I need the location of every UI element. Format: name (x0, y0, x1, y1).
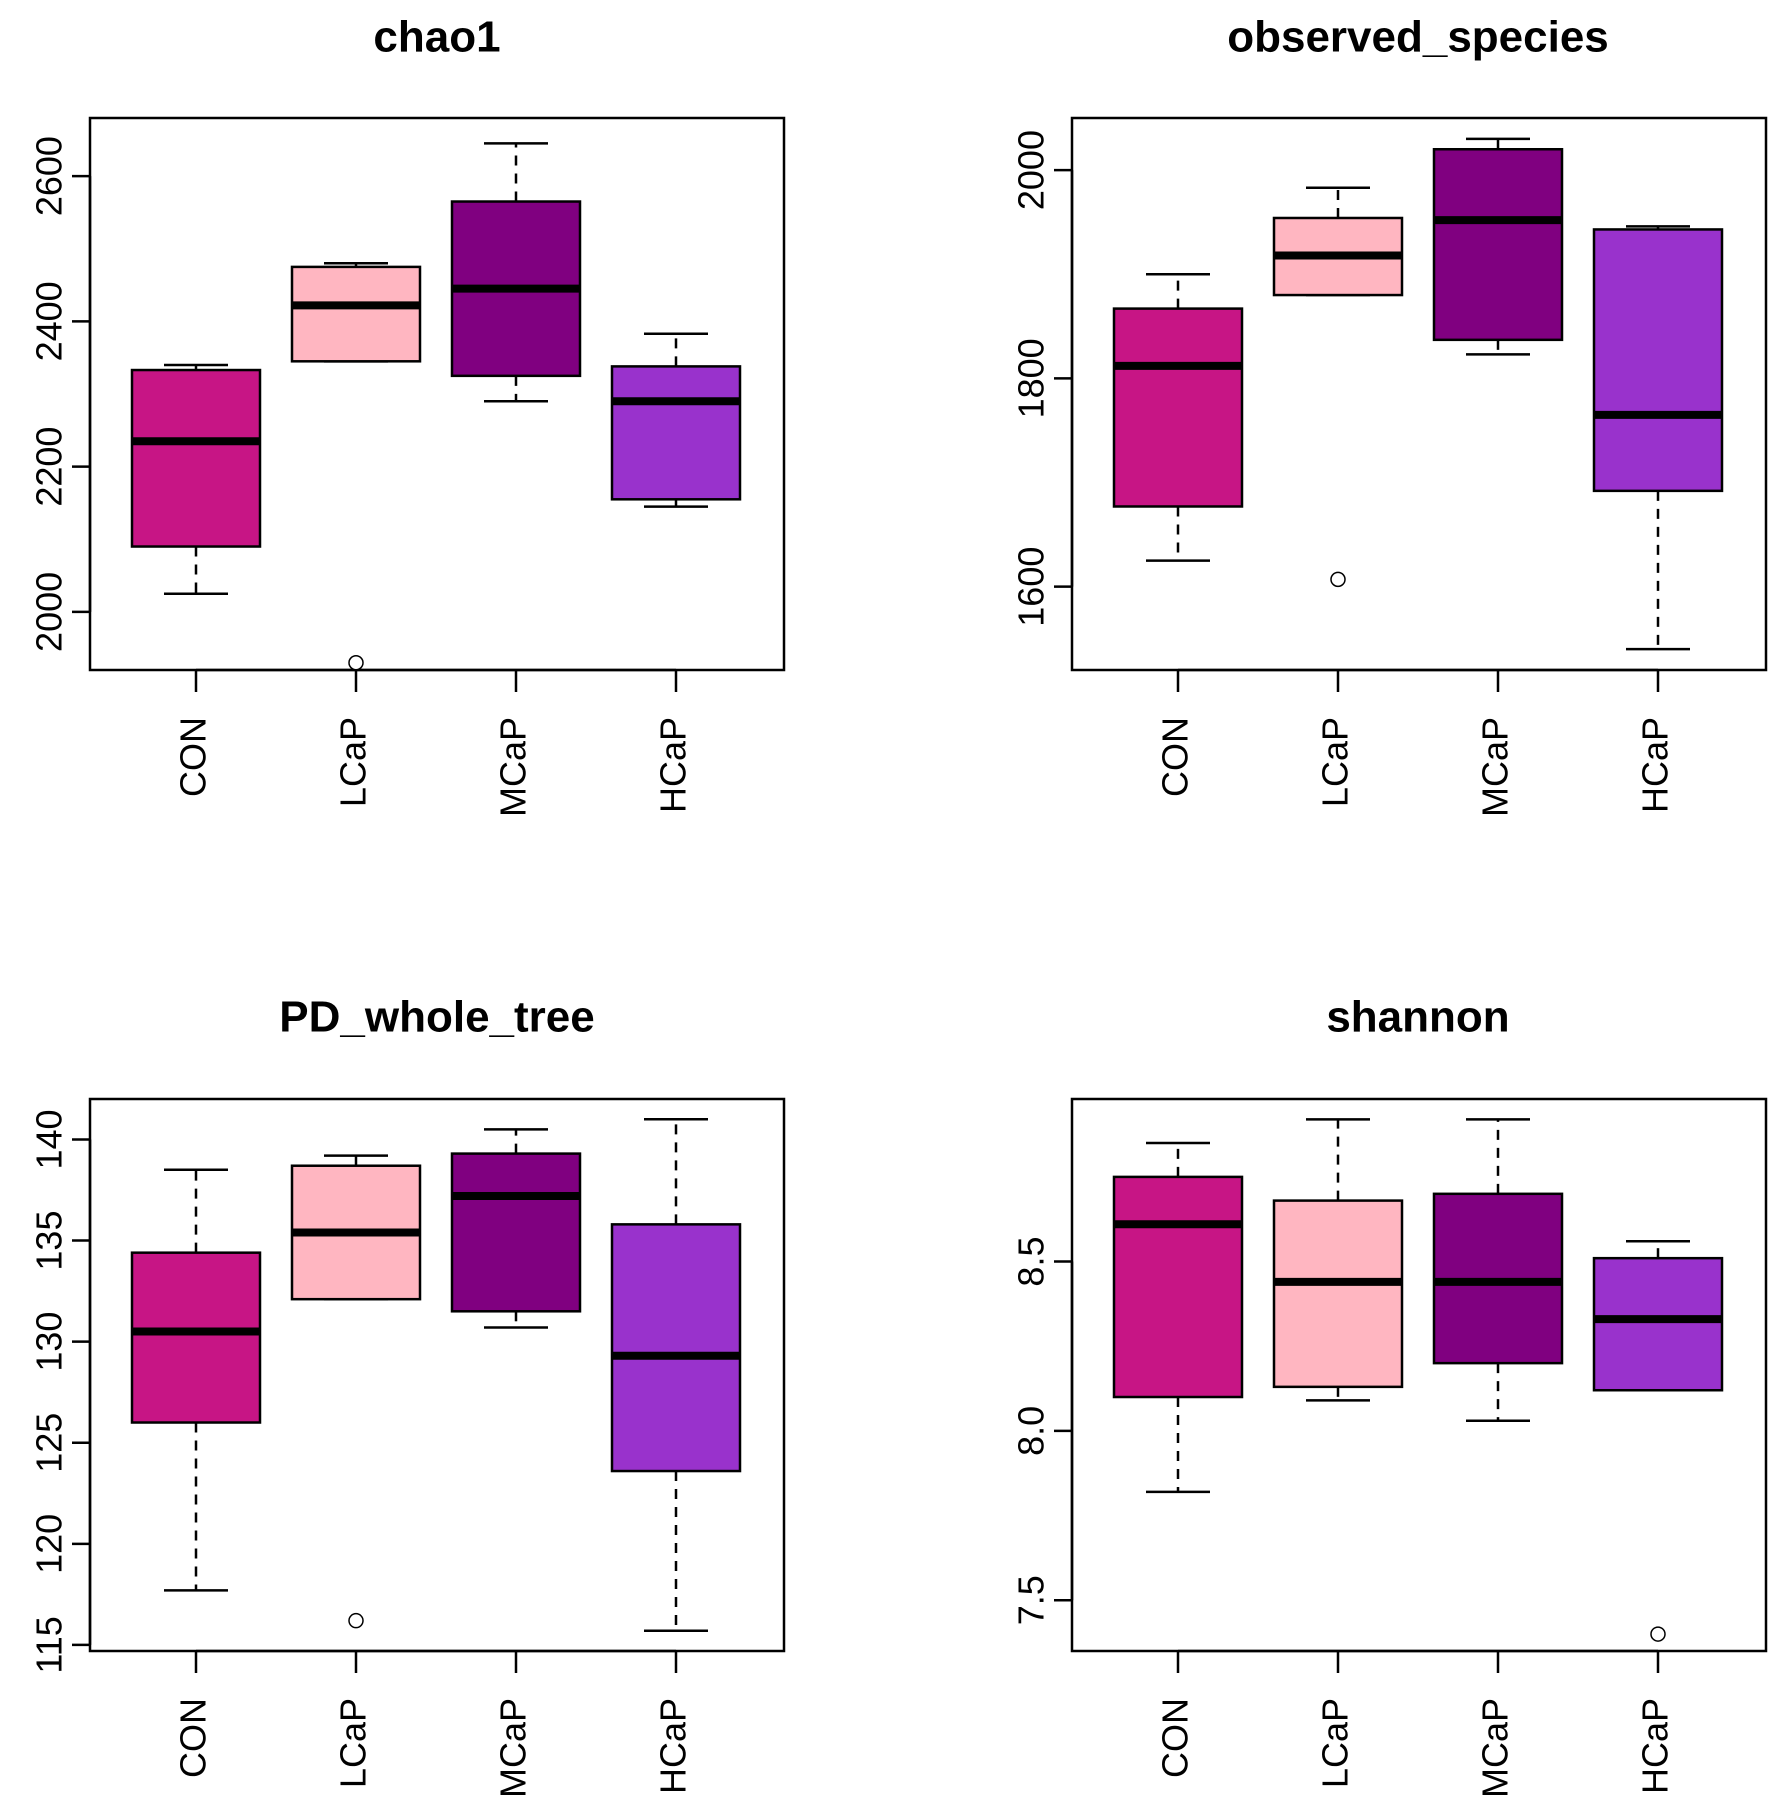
y-tick-label: 130 (29, 1312, 70, 1372)
box-CON (1112, 1141, 1244, 1494)
y-tick-label: 115 (29, 1616, 70, 1673)
x-tick-label-MCaP: MCaP (493, 717, 534, 817)
box-LCaP (290, 262, 422, 671)
box-MCaP (1432, 137, 1564, 356)
panel-title: observed_species (1227, 13, 1609, 62)
x-tick-label-HCaP: HCaP (653, 717, 694, 813)
y-tick-label: 125 (29, 1413, 70, 1473)
panel-title: chao1 (373, 13, 500, 62)
x-tick-label-MCaP: MCaP (493, 1698, 534, 1798)
box-HCaP (610, 1117, 742, 1633)
iqr-box (1592, 1256, 1724, 1392)
x-tick-label-HCaP: HCaP (1635, 717, 1676, 813)
outlier-point (348, 654, 364, 671)
box-MCaP (450, 142, 582, 403)
x-tick-label-LCaP: LCaP (333, 1698, 374, 1788)
panel-title: shannon (1326, 993, 1509, 1042)
box-HCaP (1592, 1239, 1724, 1642)
x-tick-label-MCaP: MCaP (1475, 1698, 1516, 1798)
x-tick-label-MCaP: MCaP (1475, 717, 1516, 817)
iqr-box (450, 1152, 582, 1313)
y-tick-label: 8.5 (1011, 1237, 1052, 1287)
box-LCaP (1272, 1118, 1404, 1402)
x-tick-label-LCaP: LCaP (1315, 1698, 1356, 1788)
y-tick-label: 2000 (1011, 130, 1052, 210)
y-tick-label: 1600 (1011, 547, 1052, 627)
box-MCaP (1432, 1118, 1564, 1422)
box-MCaP (450, 1128, 582, 1329)
iqr-box (1112, 1175, 1244, 1399)
x-tick-label-HCaP: HCaP (653, 1698, 694, 1794)
x-tick-label-LCaP: LCaP (1315, 717, 1356, 807)
panel-shannon: shannon 7.5 8.0 8.5 CON LCaP MCaP HCaP (1011, 993, 1768, 1798)
box-HCaP (1592, 225, 1724, 651)
x-tick-label-CON: CON (1155, 717, 1196, 797)
panel-PD_whole_tree: PD_whole_tree 115 120 125 130 135 140 CON LCaP MC… (29, 993, 786, 1798)
x-tick-label-CON: CON (173, 717, 214, 797)
iqr-box (610, 365, 742, 501)
iqr-box (130, 368, 262, 548)
box-LCaP (1272, 186, 1404, 588)
y-tick-label: 2000 (29, 572, 70, 652)
iqr-box (1272, 1199, 1404, 1389)
iqr-box (130, 1251, 262, 1424)
y-tick-label: 2200 (29, 427, 70, 507)
outlier-point (1330, 571, 1346, 588)
x-tick-label-LCaP: LCaP (333, 717, 374, 807)
panel-chao1: chao1 2000 2200 2400 2600 CON LCaP MCaP HCaP (29, 13, 786, 817)
iqr-box (1592, 228, 1724, 493)
outlier-point (348, 1612, 364, 1629)
iqr-box (1112, 307, 1244, 508)
y-tick-label: 120 (29, 1514, 70, 1574)
x-tick-label-CON: CON (173, 1698, 214, 1778)
x-tick-label-HCaP: HCaP (1635, 1698, 1676, 1794)
y-tick-label: 7.5 (1011, 1575, 1052, 1625)
y-tick-label: 2400 (29, 281, 70, 361)
y-tick-label: 140 (29, 1109, 70, 1169)
box-CON (130, 363, 262, 595)
y-tick-label: 1800 (1011, 338, 1052, 418)
box-HCaP (610, 332, 742, 508)
iqr-box (610, 1223, 742, 1473)
panel-observed_species: observed_species 1600 1800 2000 CON LCaP MCaP H… (1011, 13, 1768, 817)
x-tick-label-CON: CON (1155, 1698, 1196, 1778)
iqr-box (290, 265, 422, 363)
box-LCaP (290, 1154, 422, 1629)
outlier-point (1650, 1626, 1666, 1642)
box-CON (130, 1168, 262, 1592)
panel-title: PD_whole_tree (279, 993, 594, 1042)
box-CON (1112, 272, 1244, 562)
iqr-box (1432, 147, 1564, 342)
y-tick-label: 135 (29, 1210, 70, 1270)
y-tick-label: 2600 (29, 136, 70, 216)
y-tick-label: 8.0 (1011, 1406, 1052, 1456)
